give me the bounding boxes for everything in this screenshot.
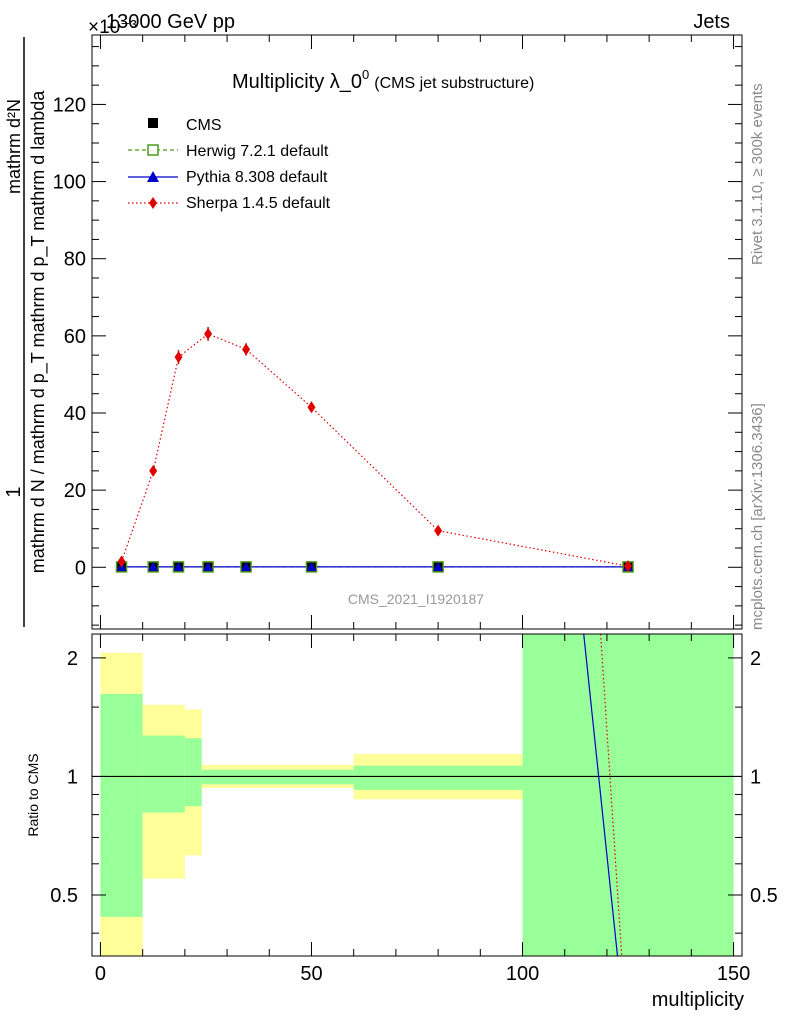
main-panel: 0 20 40 60 80 100 120 CMS_2021_I1920187 Multip… xyxy=(53,34,743,630)
legend: CMS Herwig 7.2.1 default Pythia 8.308 de… xyxy=(128,117,331,212)
x-tick-label: 100 xyxy=(506,963,539,985)
sherpa-point xyxy=(174,351,183,364)
ratio-frame xyxy=(91,633,743,957)
main-axes: 0 20 40 60 80 100 120 xyxy=(53,35,742,629)
header-energy: 13000 GeV pp xyxy=(106,11,235,33)
main-ylabel-denominator: mathrm d N / mathrm d p_T mathrm d p_T m… xyxy=(28,90,49,573)
header-exponent: ×10⁻³ xyxy=(88,17,137,38)
x-tick-label: 50 xyxy=(300,963,322,985)
sherpa-point xyxy=(242,343,251,356)
watermark: CMS_2021_I1920187 xyxy=(348,591,484,607)
sherpa-point xyxy=(434,524,443,537)
ratio-line-sherpa xyxy=(600,633,623,957)
ratio-axes: 0 50 100 150 0.5 0.5 1 1 2 2 xyxy=(50,634,778,985)
ratio-panel: 0 50 100 150 0.5 0.5 1 1 2 2 xyxy=(50,633,778,985)
ratio-plot-content xyxy=(92,633,742,957)
ratio-band-inner-1 xyxy=(142,735,185,813)
rivet-label: Rivet 3.1.10, ≥ 300k events xyxy=(749,83,766,265)
legend-pythia-label: Pythia 8.308 default xyxy=(186,169,328,186)
legend-item-pythia: Pythia 8.308 default xyxy=(128,169,328,186)
sherpa-point xyxy=(624,560,633,573)
main-ylabel: 1 mathrm d N / mathrm d p_T mathrm d p_T… xyxy=(3,37,49,627)
legend-item-sherpa: Sherpa 1.4.5 default xyxy=(128,195,331,212)
main-ylabel-one: 1 xyxy=(3,486,25,497)
pythia-point xyxy=(173,561,184,571)
pythia-point xyxy=(241,561,252,571)
legend-item-cms: CMS xyxy=(148,117,222,134)
legend-pythia-marker xyxy=(147,171,159,182)
main-y-tick-label: 100 xyxy=(53,172,86,194)
main-y-tick-label: 60 xyxy=(64,326,86,348)
pythia-point xyxy=(306,561,317,571)
ratio-band-inner-5 xyxy=(522,634,734,956)
ratio-y-tick-label-right: 2 xyxy=(750,648,761,670)
main-y-tick-label: 120 xyxy=(53,94,86,116)
ratio-y-tick-label-right: 1 xyxy=(750,766,761,788)
sherpa-point xyxy=(117,555,126,568)
ratio-y-tick-label: 2 xyxy=(67,648,78,670)
plot-title: Multiplicity λ_00(CMS jet substructure) xyxy=(232,67,534,93)
legend-cms-label: CMS xyxy=(186,117,222,134)
pythia-point xyxy=(433,561,444,571)
main-ylabel-numerator: mathrm d²N xyxy=(4,99,24,194)
pythia-point xyxy=(148,561,159,571)
pythia-point xyxy=(203,561,214,571)
ratio-band-inner-0 xyxy=(100,693,143,917)
sherpa-point xyxy=(204,327,213,340)
ratio-ylabel: Ratio to CMS xyxy=(25,753,41,836)
ratio-line-pythia xyxy=(583,633,619,957)
main-y-tick-label: 80 xyxy=(64,249,86,271)
legend-sherpa-marker xyxy=(149,197,157,209)
ratio-y-tick-label-right: 0.5 xyxy=(750,885,778,907)
legend-item-herwig: Herwig 7.2.1 default xyxy=(128,143,329,160)
x-tick-label: 150 xyxy=(717,963,750,985)
main-y-tick-label: 0 xyxy=(75,557,86,579)
legend-herwig-label: Herwig 7.2.1 default xyxy=(186,143,329,160)
ratio-band-inner-4 xyxy=(353,765,523,790)
main-y-tick-label: 40 xyxy=(64,403,86,425)
legend-cms-marker xyxy=(148,118,158,128)
x-axis-label: multiplicity xyxy=(652,989,744,1011)
main-y-tick-label: 20 xyxy=(64,480,86,502)
mcplots-label: mcplots.cern.ch [arXiv:1306.3436] xyxy=(749,403,766,630)
ratio-band-inner-2 xyxy=(184,738,202,807)
ratio-y-tick-label: 1 xyxy=(67,766,78,788)
header-process: Jets xyxy=(693,11,730,33)
legend-sherpa-label: Sherpa 1.4.5 default xyxy=(186,195,331,212)
main-frame xyxy=(91,34,743,630)
sherpa-point xyxy=(307,401,316,414)
sherpa-point xyxy=(149,464,158,477)
main-plot-content xyxy=(115,326,634,573)
sherpa-line xyxy=(120,333,629,567)
x-tick-label: 0 xyxy=(95,963,106,985)
legend-herwig-marker xyxy=(147,144,159,156)
ratio-y-tick-label: 0.5 xyxy=(50,885,78,907)
